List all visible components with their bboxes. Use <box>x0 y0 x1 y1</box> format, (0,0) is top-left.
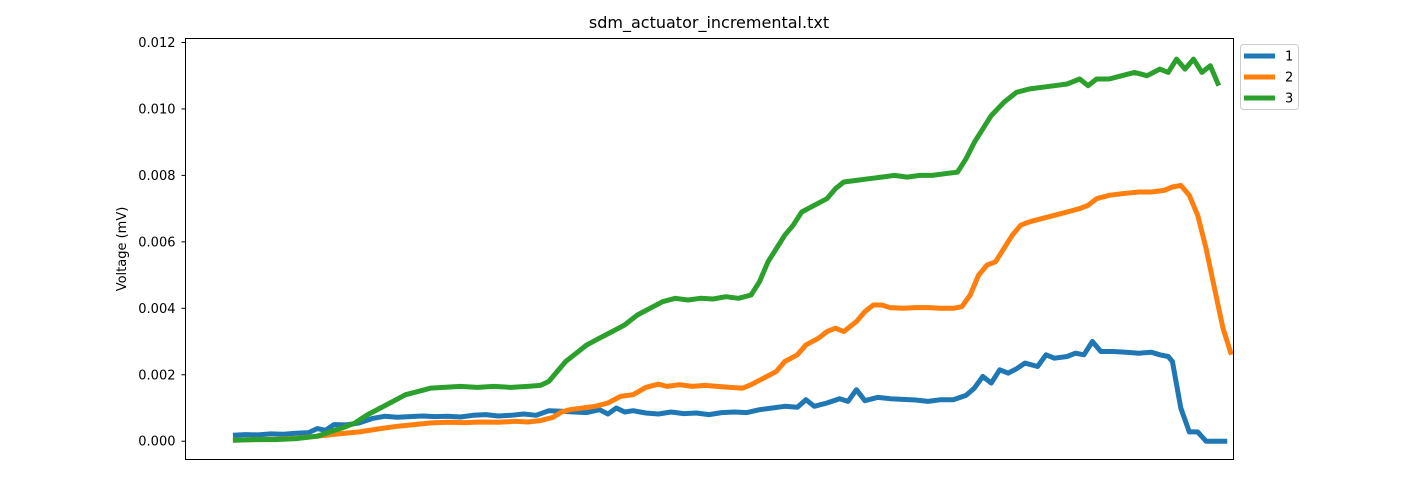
y-tick-label: 0.000 <box>138 435 175 450</box>
legend-label-3: 3 <box>1285 92 1293 107</box>
legend-label-2: 2 <box>1285 71 1293 86</box>
legend: 1 2 3 <box>1240 44 1299 110</box>
y-tick-label: 0.010 <box>138 102 175 117</box>
y-tick-label: 0.004 <box>138 302 175 317</box>
plot-frame <box>185 38 1234 460</box>
chart-title: sdm_actuator_incremental.txt <box>589 13 829 33</box>
y-axis-label: Voltage (mV) <box>115 207 130 292</box>
y-tick-label: 0.006 <box>138 235 175 250</box>
series-lines <box>232 56 1234 444</box>
series-line-2 <box>232 182 1234 443</box>
y-tick-label: 0.012 <box>138 36 175 51</box>
series-line-1 <box>232 339 1228 444</box>
y-tick-label: 0.008 <box>138 169 175 184</box>
y-tick-label: 0.002 <box>138 368 175 383</box>
y-axis-ticks: 0.000 0.002 0.004 0.006 0.008 0.010 0.012 <box>138 36 186 450</box>
legend-label-1: 1 <box>1285 50 1293 65</box>
series-line-3 <box>232 56 1222 443</box>
